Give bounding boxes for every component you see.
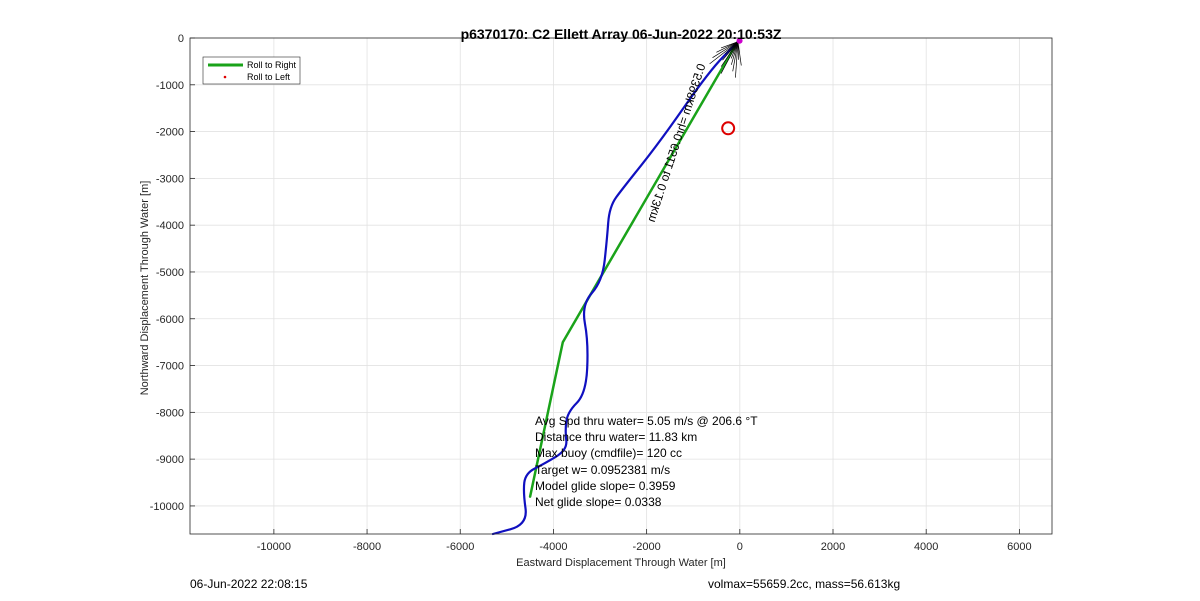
y-tick-label: -3000 xyxy=(156,173,184,185)
heading-arrow xyxy=(735,41,739,78)
y-tick-label: -8000 xyxy=(156,407,184,419)
x-tick-label: -4000 xyxy=(539,541,567,553)
heading-arrow xyxy=(712,41,739,58)
y-tick-label: -7000 xyxy=(156,361,184,373)
heading-arrow xyxy=(737,41,742,66)
heading-arrow xyxy=(720,41,739,74)
footer-volume-mass: volmax=55659.2cc, mass=56.613kg xyxy=(708,577,901,591)
legend-swatch-roll-left xyxy=(223,75,227,79)
series-line-1 xyxy=(491,41,739,536)
heading-arrow xyxy=(732,41,739,72)
heading-arrow xyxy=(720,41,739,67)
x-tick-label: -10000 xyxy=(257,541,291,553)
plot-area xyxy=(190,38,1052,534)
legend-box xyxy=(202,56,301,85)
heading-arrow xyxy=(731,41,739,65)
y-tick-label: -9000 xyxy=(156,454,184,466)
start-dot-marker xyxy=(736,37,743,44)
x-tick-label: -2000 xyxy=(633,541,661,553)
y-tick-label: -4000 xyxy=(156,220,184,232)
stat-avg-speed: Avg Spd thru water= 5.05 m/s @ 206.6 °T xyxy=(535,414,758,428)
y-tick-label: 0 xyxy=(178,33,184,45)
x-tick-label: 0 xyxy=(737,541,743,553)
x-tick-label: 2000 xyxy=(821,541,845,553)
stat-target-w: Target w= 0.0952381 m/s xyxy=(535,463,670,477)
legend-label-roll-left: Roll to Left xyxy=(247,72,291,82)
x-axis-label: Eastward Displacement Through Water [m] xyxy=(516,557,726,569)
stat-model-glide-slope: Model glide slope= 0.3959 xyxy=(535,479,676,493)
legend: Roll to Right Roll to Left xyxy=(202,56,301,85)
ticks: -10000 -8000 -6000 -4000 -2000 0 2000 4000 6000 0… xyxy=(150,33,1032,553)
series-line-0 xyxy=(528,41,739,498)
x-tick-label: 4000 xyxy=(914,541,938,553)
y-tick-label: -2000 xyxy=(156,127,184,139)
footer-timestamp: 06-Jun-2022 22:08:15 xyxy=(190,577,308,591)
y-tick-label: -10000 xyxy=(150,501,184,513)
series-layer xyxy=(491,37,743,536)
stat-max-buoy: Max buoy (cmdfile)= 120 cc xyxy=(535,446,682,460)
chart-title: p6370170: C2 Ellett Array 06-Jun-2022 20… xyxy=(461,26,782,42)
heading-arrow xyxy=(716,41,739,53)
y-tick-label: -5000 xyxy=(156,267,184,279)
stats-block: Avg Spd thru water= 5.05 m/s @ 206.6 °T … xyxy=(535,414,758,509)
plot-frame xyxy=(189,37,1053,535)
x-tick-label: 6000 xyxy=(1007,541,1031,553)
y-tick-label: -1000 xyxy=(156,80,184,92)
x-tick-label: -8000 xyxy=(353,541,381,553)
y-tick-label: -6000 xyxy=(156,314,184,326)
x-tick-label: -6000 xyxy=(446,541,474,553)
legend-label-roll-right: Roll to Right xyxy=(247,60,297,70)
y-axis-label: Northward Displacement Through Water [m] xyxy=(139,181,151,396)
target-circle-marker xyxy=(721,121,736,136)
stat-distance: Distance thru water= 11.83 km xyxy=(535,430,697,444)
heading-arrow xyxy=(722,41,739,61)
stat-net-glide-slope: Net glide slope= 0.0338 xyxy=(535,495,662,509)
heading-arrow xyxy=(709,41,739,65)
